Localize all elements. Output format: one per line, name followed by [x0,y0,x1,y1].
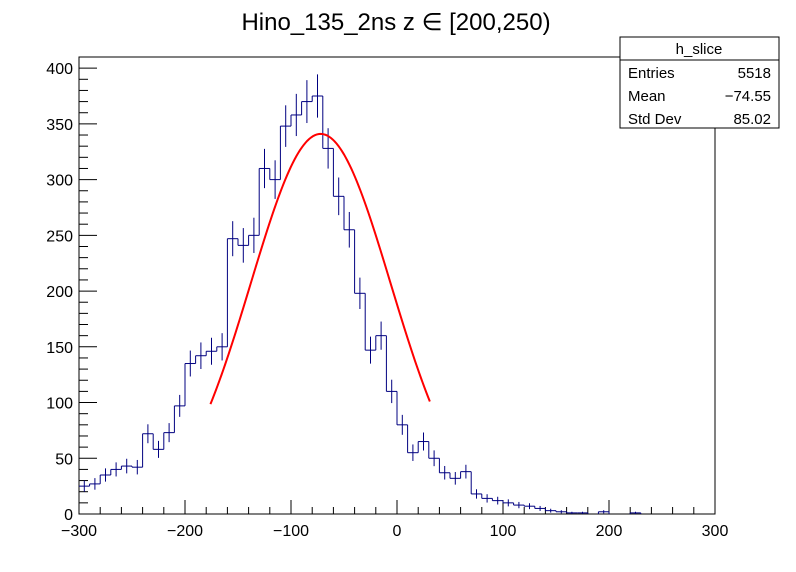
histogram-bin [184,350,196,406]
histogram-bin [89,478,101,490]
histogram-bin [566,511,578,514]
histogram-bin [226,221,238,347]
histogram-bin [629,511,641,514]
histogram-bin [544,508,556,513]
chart-title: Hino_135_2ns z ∈ [200,250) [241,9,550,36]
histogram-bin [195,342,207,370]
stats-title: h_slice [676,41,723,58]
histogram-bin [449,472,461,485]
histogram-bin [534,505,546,511]
x-tick-label: 300 [702,523,729,540]
stats-box: h_slice Entries 5518 Mean −74.55 Std Dev… [619,36,780,129]
y-tick-label: 300 [46,173,73,190]
histogram-bin [99,468,111,484]
histogram-bin [237,228,249,263]
histogram-bin [577,511,588,514]
histogram-bin [152,433,164,458]
histogram-bin [205,337,217,365]
histogram-bin [438,458,450,480]
histogram-bin [120,458,132,474]
histogram-bin [142,424,154,468]
histogram-bin [428,441,440,467]
stats-label-mean: Mean [628,88,666,105]
histogram-bin [269,160,281,199]
histogram-bin [385,335,397,404]
histogram-bin [332,148,344,216]
histogram-bin [258,148,270,236]
y-tick-label: 150 [46,340,73,357]
histogram-bin [513,501,525,509]
histogram-bin [354,229,366,309]
stats-label-stddev: Std Dev [628,111,682,128]
y-tick-label: 50 [55,451,73,468]
histogram-bin [491,496,503,505]
x-tick-label: −100 [273,523,309,540]
x-tick-label: −200 [167,523,203,540]
histogram-bin [290,93,302,137]
histogram-bin [460,464,472,479]
fit-series [209,132,431,405]
histogram-bin [343,196,355,248]
histogram-bin [396,391,408,435]
y-tick-label: 0 [64,507,73,524]
histogram-bin [597,510,609,514]
fit-curve [209,132,431,405]
y-tick-label: 250 [46,228,73,245]
histogram-bin [163,423,175,450]
histogram-bin [131,459,143,475]
histogram-bin [173,394,185,433]
histogram-bin [481,493,493,503]
histogram-bin [322,96,334,169]
stats-value-stddev: 85.02 [733,111,771,128]
histogram-bin [79,480,90,492]
histogram-bin [279,105,291,180]
histogram-bin [555,510,567,514]
histogram-series [79,74,642,514]
x-tick-label: 0 [393,523,402,540]
x-tick-label: 100 [490,523,517,540]
histogram-bin [311,74,323,118]
histogram-bin [110,462,122,477]
stats-value-entries: 5518 [738,65,771,82]
stats-label-entries: Entries [628,65,675,82]
histogram-bin [216,333,228,361]
histogram-bin [502,499,514,507]
histogram-bin [407,424,419,461]
histogram-bin [248,217,260,253]
x-tick-label: 200 [596,523,623,540]
x-tick-label: −300 [61,523,97,540]
histogram-bin [375,321,387,351]
histogram-bin [301,80,313,124]
histogram-bin [470,471,482,499]
histogram-bin [523,503,535,510]
y-tick-label: 400 [46,61,73,78]
y-tick-label: 350 [46,117,73,134]
histogram-bin [364,293,376,364]
y-tick-label: 200 [46,284,73,301]
y-tick-label: 100 [46,396,73,413]
stats-value-mean: −74.55 [725,88,771,105]
axes: −300 −200 −100 0 100 200 300 0 50 100 150 200 250 300… [46,56,729,540]
histogram-bin [417,432,429,453]
